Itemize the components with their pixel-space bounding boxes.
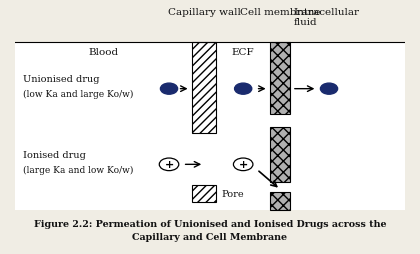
Text: (large Ka and low Ko/w): (large Ka and low Ko/w) <box>23 165 133 174</box>
Circle shape <box>234 158 253 171</box>
Circle shape <box>320 84 338 95</box>
Text: Figure 2.2: Permeation of Unionised and Ionised Drugs across the: Figure 2.2: Permeation of Unionised and … <box>34 219 386 228</box>
Bar <box>270 192 290 210</box>
Bar <box>192 43 216 133</box>
Text: (low Ka and large Ko/w): (low Ka and large Ko/w) <box>23 90 133 99</box>
Text: Cell membrane: Cell membrane <box>240 8 320 17</box>
Circle shape <box>235 84 252 95</box>
Circle shape <box>160 84 178 95</box>
Text: +: + <box>164 160 173 170</box>
Bar <box>192 185 216 202</box>
Text: Capillary wall: Capillary wall <box>168 8 241 17</box>
Bar <box>270 127 290 182</box>
Text: Pore: Pore <box>222 189 244 198</box>
Text: Blood: Blood <box>89 48 119 57</box>
Bar <box>270 43 290 115</box>
Text: fluid: fluid <box>294 18 318 27</box>
Circle shape <box>159 158 179 171</box>
Bar <box>15 43 405 210</box>
Text: Ionised drug: Ionised drug <box>23 150 86 159</box>
Text: Intracellular: Intracellular <box>294 8 360 17</box>
Text: Capillary and Cell Membrane: Capillary and Cell Membrane <box>132 232 288 241</box>
Text: Unionised drug: Unionised drug <box>23 75 99 84</box>
Text: ECF: ECF <box>232 48 255 57</box>
Text: +: + <box>239 160 248 170</box>
